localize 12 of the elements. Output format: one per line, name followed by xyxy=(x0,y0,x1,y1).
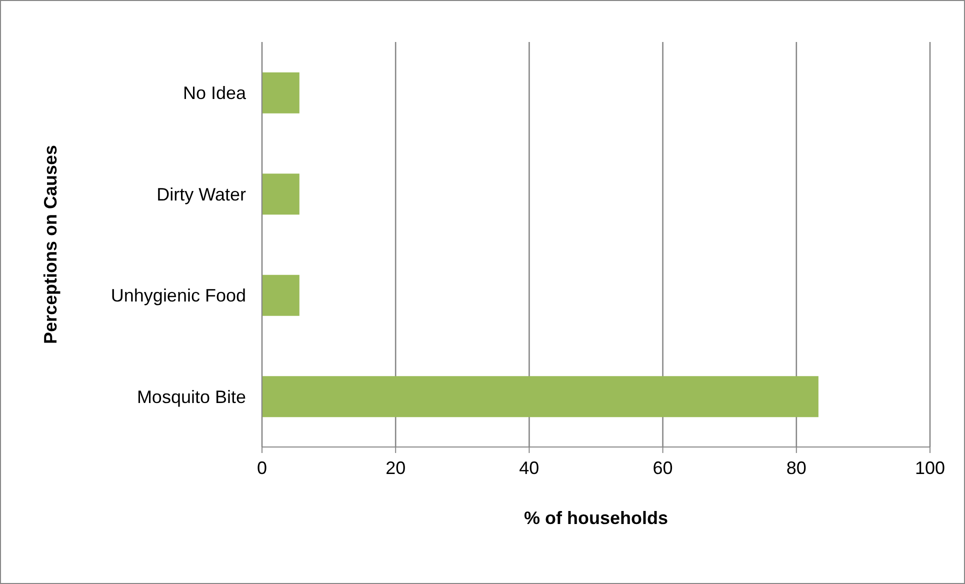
y-tick-label: No Idea xyxy=(182,83,247,104)
x-tick-label: 0 xyxy=(256,458,268,478)
y-tick-label: Unhygienic Food xyxy=(110,286,246,306)
x-tick-label: 100 xyxy=(914,458,946,478)
y-axis-title: Perceptions on Causes xyxy=(40,144,60,344)
x-axis-title: % of households xyxy=(524,508,668,528)
x-tick-label: 60 xyxy=(652,458,673,478)
x-tick-label: 80 xyxy=(786,458,806,478)
x-tick-label: 40 xyxy=(519,458,540,478)
x-tick-label: 20 xyxy=(386,458,406,478)
y-tick-label: Mosquito Bite xyxy=(136,386,246,407)
y-tick-label: Dirty Water xyxy=(156,184,246,204)
